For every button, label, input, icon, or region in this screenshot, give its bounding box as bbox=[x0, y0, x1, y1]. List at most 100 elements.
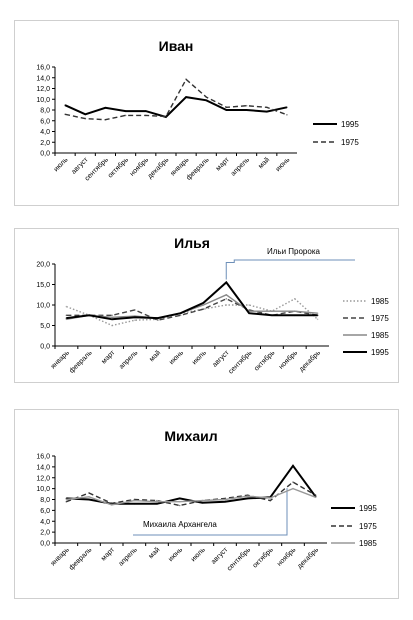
series-line-1985 bbox=[66, 297, 319, 327]
data-point-1995 bbox=[88, 314, 91, 317]
chart-ivan: Иван 0,0 2,0 4,0 6,0 8,0 10,0 12,0 14,0 16,0 июль а… bbox=[36, 38, 359, 182]
chart-title: Михаил bbox=[164, 428, 217, 444]
data-point-1995 bbox=[104, 107, 107, 109]
x-tick-label: май bbox=[257, 156, 272, 171]
x-tick-label: октябрь bbox=[253, 349, 277, 373]
data-point-1985 bbox=[156, 500, 158, 503]
y-tick-label: 0,0 bbox=[40, 151, 50, 158]
annotation-pointer-line bbox=[225, 259, 355, 280]
data-point-1975 bbox=[145, 114, 147, 117]
data-point-1995 bbox=[225, 109, 228, 111]
data-point-1985 bbox=[271, 310, 273, 312]
legend-label: 1975 bbox=[359, 522, 377, 531]
x-tick-label: декабрь bbox=[296, 546, 321, 571]
x-tick-label: декабрь bbox=[298, 349, 323, 374]
legend-label: 1995 bbox=[371, 348, 389, 357]
data-point-1985 bbox=[316, 318, 319, 321]
x-tick-label: май bbox=[148, 349, 163, 364]
data-point-1975 bbox=[111, 314, 113, 317]
y-tick-label: 10,0 bbox=[36, 303, 50, 310]
chart-title: Иван bbox=[159, 38, 194, 54]
legend-label: 1985 bbox=[371, 297, 389, 306]
chart-mikhail: Михаил 0,0 2,0 4,0 6,0 8,0 10,0 12,0 14,0 16,0 янв… bbox=[36, 428, 377, 573]
data-point-1995 bbox=[248, 312, 250, 314]
data-point-1995 bbox=[65, 317, 68, 319]
x-tick-label: май bbox=[147, 546, 162, 561]
legend-label: 1975 bbox=[341, 138, 359, 147]
x-tick-label: январь bbox=[50, 546, 71, 567]
data-point-1975 bbox=[292, 481, 294, 483]
x-tick-label: июль bbox=[53, 156, 70, 173]
x-tick-label: сентябрь bbox=[227, 349, 254, 376]
data-point-1995 bbox=[133, 503, 136, 505]
data-point-1995 bbox=[246, 497, 249, 500]
annotation-label: Михаила Архангела bbox=[143, 520, 217, 529]
data-point-1975 bbox=[266, 106, 268, 109]
data-point-1985 bbox=[225, 294, 228, 296]
data-point-1975 bbox=[84, 117, 87, 120]
data-point-1995 bbox=[202, 302, 205, 304]
y-tick-label: 2,0 bbox=[40, 140, 50, 147]
data-point-1975 bbox=[269, 499, 272, 502]
data-point-1985 bbox=[224, 498, 226, 501]
y-tick-label: 12,0 bbox=[36, 86, 50, 93]
x-tick-label: сентябрь bbox=[225, 546, 252, 573]
y-tick-label: 6,0 bbox=[40, 118, 50, 125]
data-point-1975 bbox=[225, 298, 228, 300]
data-point-1985 bbox=[111, 324, 113, 327]
data-point-1975 bbox=[202, 308, 205, 310]
data-point-1975 bbox=[134, 309, 136, 311]
x-tick-label: август bbox=[211, 349, 231, 369]
data-point-1995 bbox=[205, 99, 208, 102]
data-point-1995 bbox=[179, 312, 182, 314]
y-tick-label: 12,0 bbox=[36, 475, 50, 482]
data-point-1985 bbox=[269, 497, 272, 499]
y-tick-label: 6,0 bbox=[40, 508, 50, 515]
data-point-1985 bbox=[65, 498, 68, 501]
y-tick-label: 14,0 bbox=[36, 464, 50, 471]
legend-label: 1995 bbox=[341, 120, 359, 129]
data-point-1995 bbox=[88, 498, 90, 501]
y-tick-label: 8,0 bbox=[40, 108, 50, 115]
y-tick-label: 15,0 bbox=[36, 282, 50, 289]
series-line-1975 bbox=[66, 481, 317, 507]
x-tick-label: март bbox=[215, 156, 232, 173]
chart-title: Илья bbox=[174, 235, 210, 251]
x-tick-label: июнь bbox=[167, 546, 184, 563]
data-point-1985 bbox=[202, 304, 205, 306]
data-point-1985 bbox=[314, 496, 317, 499]
data-point-1975 bbox=[110, 502, 113, 505]
x-tick-label: октябрь bbox=[106, 156, 130, 180]
data-point-1995 bbox=[316, 314, 319, 317]
data-point-1995 bbox=[286, 106, 288, 109]
y-tick-label: 14,0 bbox=[36, 75, 50, 82]
data-point-1975 bbox=[178, 504, 181, 507]
y-tick-label: 10,0 bbox=[36, 486, 50, 493]
data-point-1985 bbox=[246, 495, 249, 497]
y-tick-label: 20,0 bbox=[36, 262, 50, 269]
data-point-1985 bbox=[110, 504, 113, 506]
data-point-1975 bbox=[225, 106, 228, 109]
data-point-1975 bbox=[65, 500, 68, 503]
data-point-1975 bbox=[104, 118, 107, 121]
data-point-1995 bbox=[145, 110, 147, 112]
data-point-1995 bbox=[178, 497, 181, 500]
x-tick-label: июль bbox=[191, 349, 208, 366]
y-tick-label: 10,0 bbox=[36, 97, 50, 104]
data-point-1985 bbox=[65, 305, 68, 308]
data-point-1995 bbox=[294, 314, 296, 317]
x-tick-label: апрель bbox=[230, 156, 251, 177]
annotation-label: Ильи Пророка bbox=[267, 247, 321, 256]
data-point-1985 bbox=[294, 310, 296, 312]
data-point-1985 bbox=[111, 316, 113, 319]
y-tick-label: 5,0 bbox=[40, 323, 50, 330]
data-point-1995 bbox=[124, 110, 127, 112]
data-point-1995 bbox=[157, 317, 159, 319]
data-point-1975 bbox=[165, 115, 167, 118]
x-tick-label: январь bbox=[50, 349, 71, 370]
x-tick-label: декабрь bbox=[146, 156, 171, 181]
series-line-1995 bbox=[66, 280, 318, 321]
series-line-1985 bbox=[66, 487, 316, 506]
data-point-1985 bbox=[178, 500, 181, 503]
series-line-1995 bbox=[64, 96, 288, 119]
